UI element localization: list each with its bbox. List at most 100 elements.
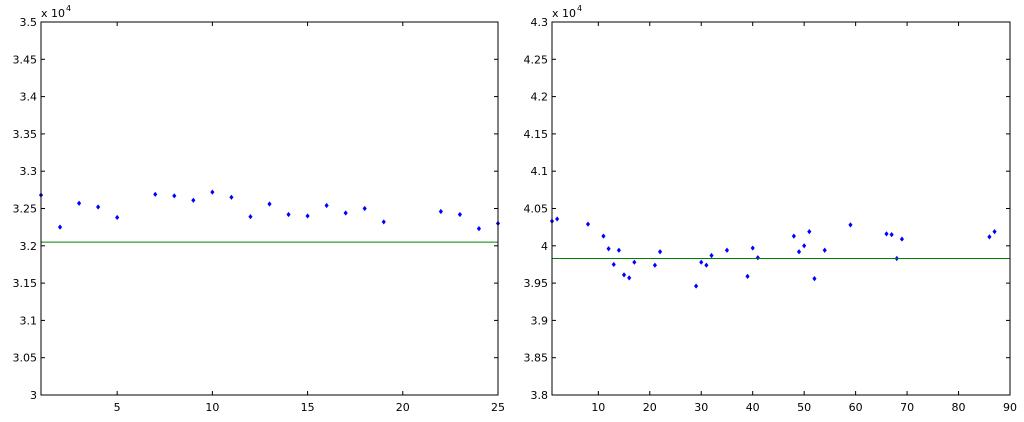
left-data-point-12 (286, 211, 291, 218)
right-plot: 10 20 30 40 50 60 70 80 90 3.8 3.85 3.9 3.95 4 4.05 4.1… (524, 4, 1018, 414)
right-data-point-24 (812, 276, 817, 282)
left-y-tick-label-10: 3.5 (20, 16, 38, 29)
left-data-point-3 (96, 204, 101, 210)
right-data-point-21 (796, 249, 802, 255)
left-y-tick-label-6: 3.3 (20, 165, 38, 178)
left-data-point-18 (438, 208, 443, 215)
right-data-point-13 (699, 259, 704, 265)
left-data-point-2 (77, 200, 82, 206)
right-data-point-18 (750, 245, 755, 251)
right-y-tick-label-10: 4.3 (531, 16, 549, 29)
left-data-point-14 (324, 202, 329, 209)
right-y-tick-label-3: 3.95 (524, 277, 549, 290)
right-data-point-2 (585, 221, 591, 227)
right-data-point-17 (745, 273, 750, 279)
right-y-tick-label-0: 3.8 (531, 389, 549, 402)
right-data-point-7 (621, 272, 627, 278)
left-x-tick-label-4: 25 (491, 401, 505, 414)
left-data-point-4 (115, 214, 120, 221)
right-x-tick-label-8: 90 (1003, 401, 1017, 414)
left-y-tick-label-2: 3.1 (20, 314, 38, 327)
right-data-point-27 (884, 231, 889, 237)
right-data-point-26 (848, 222, 853, 228)
right-data-point-9 (632, 259, 637, 265)
right-data-point-19 (755, 255, 760, 261)
left-y-tick-label-3: 3.15 (13, 277, 38, 290)
right-data-point-23 (807, 229, 812, 235)
right-data-point-25 (822, 247, 827, 253)
right-plot-marks (549, 216, 1010, 289)
right-data-point-28 (889, 232, 894, 238)
right-y-tick-label-9: 4.25 (524, 53, 549, 66)
right-data-point-1 (555, 216, 560, 222)
right-data-point-8 (627, 275, 632, 281)
right-data-point-3 (601, 233, 606, 239)
right-y-tick-label-7: 4.15 (524, 128, 549, 141)
right-x-tick-label-0: 10 (591, 401, 605, 414)
right-data-point-14 (704, 262, 709, 268)
left-data-point-19 (457, 211, 462, 218)
left-y-tick-label-8: 3.4 (20, 91, 38, 104)
left-data-point-20 (476, 226, 482, 232)
right-y-tick-label-4: 4 (541, 240, 548, 253)
right-y-tick-label-6: 4.1 (531, 165, 549, 178)
left-data-point-15 (343, 210, 348, 216)
left-y-tick-label-7: 3.35 (13, 128, 38, 141)
left-data-point-5 (153, 191, 158, 197)
left-data-point-9 (229, 194, 234, 200)
left-data-point-13 (305, 213, 310, 219)
left-data-point-6 (172, 193, 177, 199)
left-plot-marks (38, 189, 501, 243)
left-y-tick-label-0: 3 (30, 389, 37, 402)
right-plot-area (552, 22, 1010, 395)
right-y-tick-label-1: 3.85 (524, 352, 549, 365)
right-x-tick-label-5: 60 (849, 401, 863, 414)
right-x-tick-label-7: 80 (952, 401, 966, 414)
left-x-tick-label-0: 5 (114, 401, 121, 414)
right-x-tick-label-1: 20 (643, 401, 657, 414)
right-data-point-12 (694, 283, 699, 289)
right-data-point-11 (657, 249, 663, 255)
left-y-tick-label-4: 3.2 (20, 240, 38, 253)
left-data-point-11 (267, 201, 272, 207)
left-plot: 5 10 15 20 25 3 3.05 3.1 3.15 3.2 3.25 3.3 3.35 3.4 3.… (13, 4, 506, 414)
right-data-point-4 (606, 246, 611, 252)
left-x-tick-label-2: 15 (301, 401, 315, 414)
right-x-tick-label-6: 70 (900, 401, 914, 414)
left-data-point-10 (248, 214, 253, 220)
right-y-tick-label-8: 4.2 (531, 91, 549, 104)
left-y-exponent-power: 4 (66, 4, 71, 13)
right-data-point-32 (992, 229, 997, 235)
left-y-exponent-label: x 10 (41, 7, 65, 20)
right-plot-axes: 10 20 30 40 50 60 70 80 90 3.8 3.85 3.9 3.95 4 4.05 4.1… (524, 16, 1018, 414)
right-data-point-5 (611, 261, 616, 268)
right-x-tick-label-2: 30 (694, 401, 708, 414)
right-x-tick-label-4: 50 (797, 401, 811, 414)
right-y-exponent-label: x 10 (552, 7, 576, 20)
left-data-point-16 (362, 205, 367, 212)
left-x-tick-label-3: 20 (396, 401, 410, 414)
right-x-tick-label-3: 40 (746, 401, 760, 414)
left-plot-area (41, 22, 498, 395)
left-data-point-1 (57, 224, 63, 230)
left-y-tick-label-5: 3.25 (13, 203, 38, 216)
left-data-point-17 (381, 219, 386, 225)
right-data-point-15 (709, 252, 714, 259)
left-data-point-8 (210, 189, 215, 195)
left-x-tick-label-1: 10 (205, 401, 219, 414)
left-plot-axes: 5 10 15 20 25 3 3.05 3.1 3.15 3.2 3.25 3.3 3.35 3.4 3.… (13, 16, 506, 414)
left-data-point-7 (191, 197, 196, 203)
right-data-point-30 (899, 236, 905, 242)
right-y-exponent-power: 4 (577, 4, 582, 13)
right-data-point-22 (802, 243, 807, 249)
right-data-point-6 (616, 247, 621, 253)
right-data-point-16 (724, 247, 730, 253)
right-data-point-20 (791, 233, 796, 239)
right-y-tick-label-2: 3.9 (531, 314, 549, 327)
right-data-point-10 (652, 262, 658, 268)
right-y-tick-label-5: 4.05 (524, 203, 549, 216)
left-y-tick-label-9: 3.45 (13, 53, 38, 66)
left-y-tick-label-1: 3.05 (13, 352, 38, 365)
right-data-point-31 (987, 234, 992, 240)
